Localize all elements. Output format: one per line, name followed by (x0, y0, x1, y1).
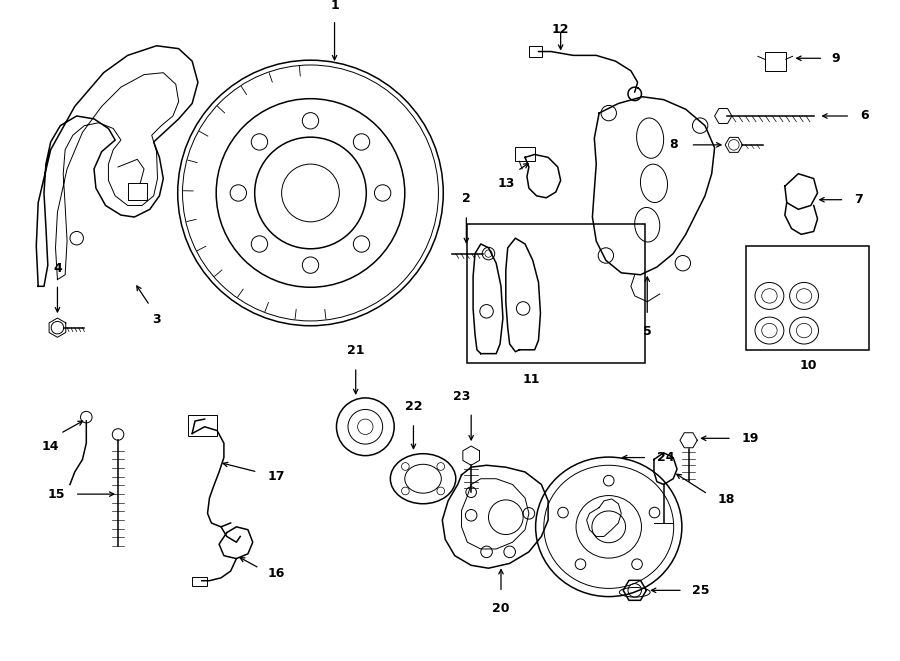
Text: 3: 3 (152, 313, 161, 327)
Bar (529, 46, 543, 58)
Bar (467, 224, 645, 364)
Bar (765, 52, 786, 71)
Bar (516, 147, 535, 161)
Text: 16: 16 (267, 566, 284, 580)
Text: 19: 19 (742, 432, 759, 445)
Text: 14: 14 (42, 440, 59, 453)
Text: 20: 20 (492, 602, 509, 615)
Text: 1: 1 (330, 0, 339, 12)
Text: 25: 25 (692, 584, 710, 597)
Text: 8: 8 (670, 138, 678, 151)
Text: 21: 21 (347, 344, 365, 358)
Text: 9: 9 (831, 52, 840, 65)
Bar (188, 415, 217, 436)
Text: 15: 15 (48, 488, 65, 500)
Text: 6: 6 (860, 110, 868, 122)
Bar (192, 577, 207, 586)
Text: 11: 11 (523, 373, 541, 386)
Text: 22: 22 (405, 401, 422, 413)
Text: 4: 4 (53, 262, 62, 275)
Text: 2: 2 (462, 192, 471, 206)
Text: 23: 23 (453, 390, 470, 403)
Text: 5: 5 (643, 325, 652, 338)
Bar (746, 246, 869, 350)
Text: 7: 7 (854, 193, 863, 206)
Text: 17: 17 (267, 471, 284, 483)
Text: 12: 12 (552, 22, 570, 36)
Text: 24: 24 (657, 451, 674, 464)
Text: 18: 18 (717, 493, 735, 506)
Text: 13: 13 (497, 176, 515, 190)
Text: 10: 10 (799, 360, 816, 372)
